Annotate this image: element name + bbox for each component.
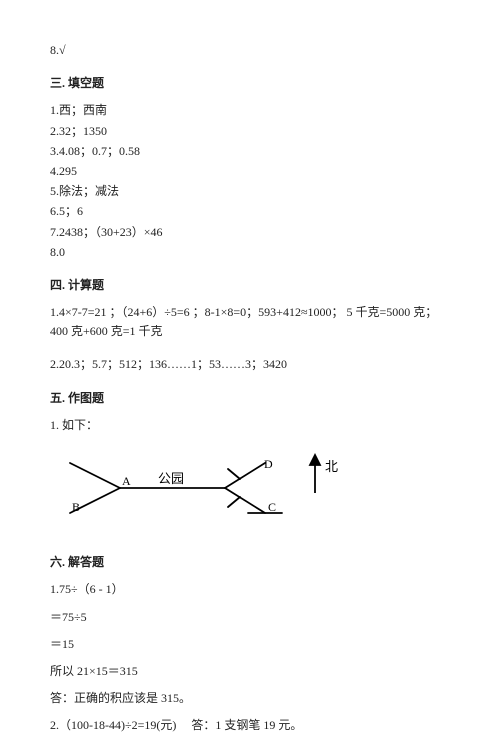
- section5-title: 五. 作图题: [50, 389, 450, 408]
- s3-item: 7.2438；（30+23）×46: [50, 223, 450, 242]
- label-D: D: [264, 457, 273, 471]
- label-A: A: [122, 474, 131, 488]
- s5-line1: 1. 如下：: [50, 416, 450, 435]
- s3-item: 6.5；6: [50, 202, 450, 221]
- s6-line: 1.75÷（6 - 1）: [50, 580, 450, 599]
- line-top: 8.√: [50, 41, 450, 60]
- s6-line: 2.（100-18-44)÷2=19(元) 答：1 支钢笔 19 元。: [50, 716, 450, 735]
- label-B: B: [72, 500, 80, 514]
- s6-line: 答：正确的积应该是 315。: [50, 689, 450, 708]
- label-park: 公园: [158, 471, 184, 486]
- s4-line1: 1.4×7-7=21 ；（24+6）÷5=6 ；8-1×8=0；593+412≈…: [50, 303, 450, 341]
- label-C: C: [268, 500, 276, 514]
- s6-line: 所以 21×15＝315: [50, 662, 450, 681]
- map-diagram: A B D C 公园 北: [50, 443, 450, 539]
- s3-item: 8.0: [50, 243, 450, 262]
- section3-title: 三. 填空题: [50, 74, 450, 93]
- s3-item: 4.295: [50, 162, 450, 181]
- s6-line: ＝75÷5: [50, 608, 450, 627]
- s3-item: 5.除法；减法: [50, 182, 450, 201]
- section4-title: 四. 计算题: [50, 276, 450, 295]
- s3-item: 1.西；西南: [50, 101, 450, 120]
- s6-line: ＝15: [50, 635, 450, 654]
- s3-item: 2.32；1350: [50, 122, 450, 141]
- s3-item: 3.4.08；0.7；0.58: [50, 142, 450, 161]
- label-north: 北: [325, 459, 338, 474]
- s4-line2: 2.20.3；5.7；512；136……1；53……3；3420: [50, 355, 450, 374]
- section6-title: 六. 解答题: [50, 553, 450, 572]
